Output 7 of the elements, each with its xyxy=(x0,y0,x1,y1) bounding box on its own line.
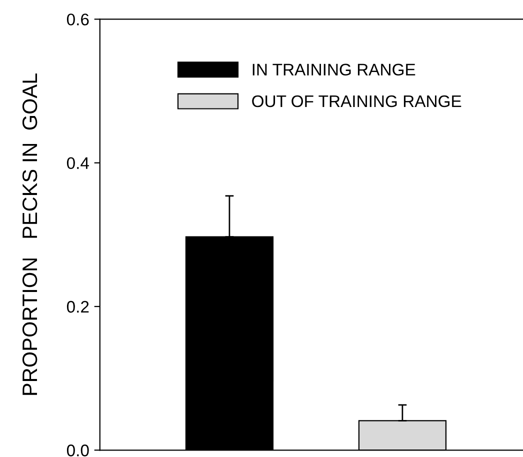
legend-label: OUT OF TRAINING RANGE xyxy=(252,95,462,108)
y-axis-title: PROPORTION PECKS IN GOAL xyxy=(22,73,38,395)
y-tick-label: 0.0 xyxy=(66,444,89,456)
legend-label: IN TRAINING RANGE xyxy=(252,64,416,76)
y-tick-label: 0.2 xyxy=(66,300,89,313)
y-tick-label: 0.6 xyxy=(66,14,89,26)
y-tick-label: 0.4 xyxy=(66,157,89,170)
